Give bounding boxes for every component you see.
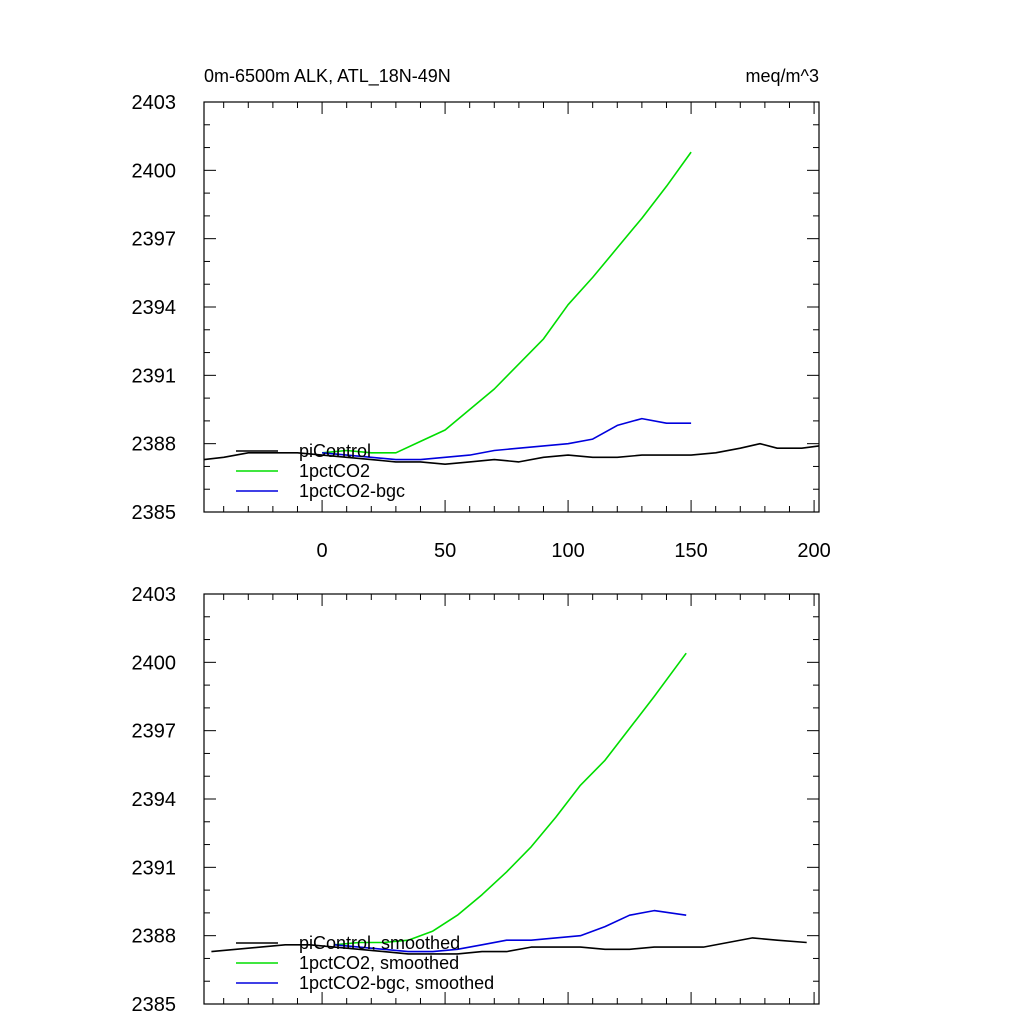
y-tick-label: 2397: [132, 721, 177, 743]
y-tick-label: 2400: [132, 652, 177, 674]
x-tick-label: 150: [674, 540, 707, 562]
series-line-2: [334, 652, 687, 946]
y-tick-label: 2394: [132, 789, 177, 811]
legend-label: 1pctCO2-bgc: [299, 481, 405, 501]
y-tick-label: 2394: [132, 297, 177, 319]
legend-label: piControl, smoothed: [299, 933, 460, 953]
units-label: meq/m^3: [746, 66, 819, 86]
series-line-1: [203, 442, 820, 465]
series-line-1: [211, 937, 807, 955]
legend-label: 1pctCO2, smoothed: [299, 953, 459, 973]
y-tick-label: 2403: [132, 92, 177, 114]
legend-label: 1pctCO2-bgc, smoothed: [299, 973, 494, 993]
x-tick-label: 100: [551, 540, 584, 562]
y-tick-label: 2385: [132, 994, 177, 1016]
y-tick-label: 2388: [132, 926, 177, 948]
series-line-3: [334, 909, 687, 953]
series-line-3: [322, 417, 692, 461]
y-tick-label: 2400: [132, 160, 177, 182]
y-tick-label: 2403: [132, 584, 177, 606]
y-tick-label: 2397: [132, 229, 177, 251]
legend-label: piControl: [299, 441, 371, 461]
x-tick-label: 0: [317, 540, 328, 562]
chart-panel-2: 2385 2388 2391 2394 2397 2400 2403 piControl, s…: [132, 584, 820, 1016]
y-tick-label: 2391: [132, 857, 177, 879]
series-line-2: [322, 151, 692, 454]
x-tick-label: 200: [797, 540, 830, 562]
y-tick-label: 2391: [132, 365, 177, 387]
chart-panel-1: 2385 2388 2391 2394 2397 2400 2403 0 50 100 150 200…: [132, 66, 831, 562]
y-tick-label: 2388: [132, 434, 177, 456]
y-tick-label: 2385: [132, 502, 177, 524]
chart-title: 0m-6500m ALK, ATL_18N-49N: [204, 66, 451, 87]
x-tick-label: 50: [434, 540, 456, 562]
legend-label: 1pctCO2: [299, 461, 370, 481]
